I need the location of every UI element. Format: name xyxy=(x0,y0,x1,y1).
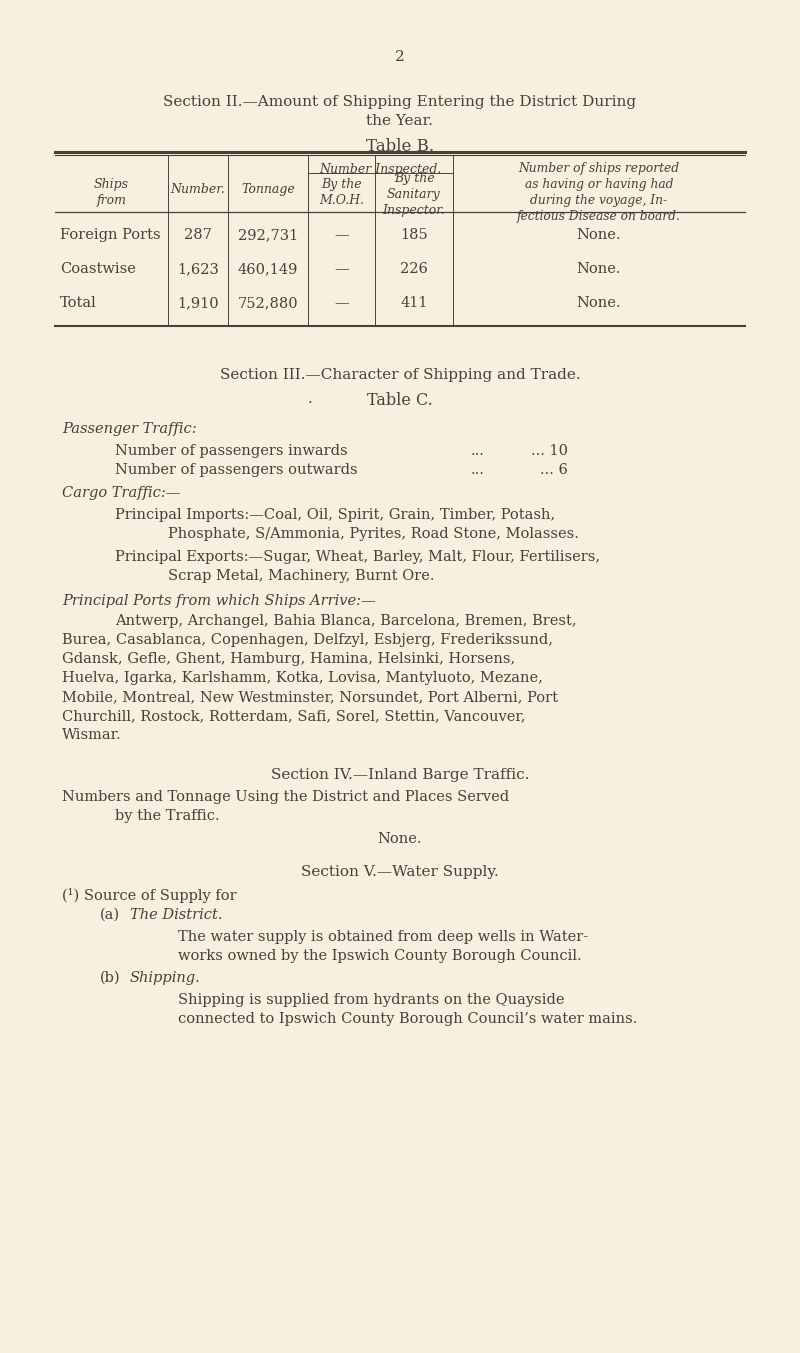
Text: Numbers and Tonnage Using the District and Places Served: Numbers and Tonnage Using the District a… xyxy=(62,790,509,804)
Text: Coastwise: Coastwise xyxy=(60,262,136,276)
Text: Table C.: Table C. xyxy=(367,392,433,409)
Text: 185: 185 xyxy=(400,229,428,242)
Text: —: — xyxy=(334,229,349,242)
Text: Foreign Ports: Foreign Ports xyxy=(60,229,161,242)
Text: Table B.: Table B. xyxy=(366,138,434,156)
Text: Churchill, Rostock, Rotterdam, Safi, Sorel, Stettin, Vancouver,: Churchill, Rostock, Rotterdam, Safi, Sor… xyxy=(62,709,526,723)
Text: ...: ... xyxy=(471,463,485,478)
Text: Principal Ports from which Ships Arrive:—: Principal Ports from which Ships Arrive:… xyxy=(62,594,376,607)
Text: Number of ships reported
as having or having had
during the voyage, In-
fectious: Number of ships reported as having or ha… xyxy=(517,162,681,223)
Text: Huelva, Igarka, Karlshamm, Kotka, Lovisa, Mantyluoto, Mezane,: Huelva, Igarka, Karlshamm, Kotka, Lovisa… xyxy=(62,671,543,685)
Text: Scrap Metal, Machinery, Burnt Ore.: Scrap Metal, Machinery, Burnt Ore. xyxy=(168,570,434,583)
Text: (b): (b) xyxy=(100,971,121,985)
Text: 1,623: 1,623 xyxy=(177,262,219,276)
Text: Shipping is supplied from hydrants on the Quayside: Shipping is supplied from hydrants on th… xyxy=(178,993,565,1007)
Text: Number.: Number. xyxy=(170,183,226,196)
Text: ... 10: ... 10 xyxy=(531,444,568,459)
Text: Section II.—Amount of Shipping Entering the District During: Section II.—Amount of Shipping Entering … xyxy=(163,95,637,110)
Text: Shipping.: Shipping. xyxy=(130,971,201,985)
Text: By the
Sanitary
Inspector.: By the Sanitary Inspector. xyxy=(382,172,446,216)
Text: Number of passengers outwards: Number of passengers outwards xyxy=(115,463,358,478)
Text: 411: 411 xyxy=(400,296,428,310)
Text: 226: 226 xyxy=(400,262,428,276)
Text: works owned by the Ipswich County Borough Council.: works owned by the Ipswich County Boroug… xyxy=(178,948,582,963)
Text: None.: None. xyxy=(577,229,622,242)
Text: 752,880: 752,880 xyxy=(238,296,298,310)
Text: Antwerp, Archangel, Bahia Blanca, Barcelona, Bremen, Brest,: Antwerp, Archangel, Bahia Blanca, Barcel… xyxy=(115,614,577,628)
Text: the Year.: the Year. xyxy=(366,114,434,129)
Text: Tonnage: Tonnage xyxy=(241,183,295,196)
Text: The District.: The District. xyxy=(130,908,222,921)
Text: 287: 287 xyxy=(184,229,212,242)
Text: .: . xyxy=(308,392,312,406)
Text: Cargo Traffic:—: Cargo Traffic:— xyxy=(62,486,180,501)
Text: by the Traffic.: by the Traffic. xyxy=(115,809,220,823)
Text: None.: None. xyxy=(577,262,622,276)
Text: Wismar.: Wismar. xyxy=(62,728,122,741)
Text: By the
M.O.H.: By the M.O.H. xyxy=(319,179,364,207)
Text: Gdansk, Gefle, Ghent, Hamburg, Hamina, Helsinki, Horsens,: Gdansk, Gefle, Ghent, Hamburg, Hamina, H… xyxy=(62,652,515,666)
Text: —: — xyxy=(334,296,349,310)
Text: 460,149: 460,149 xyxy=(238,262,298,276)
Text: ...: ... xyxy=(471,444,485,459)
Text: Passenger Traffic:: Passenger Traffic: xyxy=(62,422,197,436)
Text: (¹) Source of Supply for: (¹) Source of Supply for xyxy=(62,888,237,902)
Text: 292,731: 292,731 xyxy=(238,229,298,242)
Text: The water supply is obtained from deep wells in Water-: The water supply is obtained from deep w… xyxy=(178,930,588,944)
Text: Ships
from: Ships from xyxy=(94,179,129,207)
Text: Number of passengers inwards: Number of passengers inwards xyxy=(115,444,348,459)
Text: Phosphate, S/Ammonia, Pyrites, Road Stone, Molasses.: Phosphate, S/Ammonia, Pyrites, Road Ston… xyxy=(168,528,579,541)
Text: 1,910: 1,910 xyxy=(177,296,219,310)
Text: Principal Imports:—Coal, Oil, Spirit, Grain, Timber, Potash,: Principal Imports:—Coal, Oil, Spirit, Gr… xyxy=(115,507,555,522)
Text: None.: None. xyxy=(577,296,622,310)
Text: Mobile, Montreal, New Westminster, Norsundet, Port Alberni, Port: Mobile, Montreal, New Westminster, Norsu… xyxy=(62,690,558,704)
Text: 2: 2 xyxy=(395,50,405,64)
Text: Section III.—Character of Shipping and Trade.: Section III.—Character of Shipping and T… xyxy=(220,368,580,382)
Text: Burea, Casablanca, Copenhagen, Delfzyl, Esbjerg, Frederikssund,: Burea, Casablanca, Copenhagen, Delfzyl, … xyxy=(62,633,553,647)
Text: Number Inspected.: Number Inspected. xyxy=(319,162,442,176)
Text: Principal Exports:—Sugar, Wheat, Barley, Malt, Flour, Fertilisers,: Principal Exports:—Sugar, Wheat, Barley,… xyxy=(115,551,600,564)
Text: Section V.—Water Supply.: Section V.—Water Supply. xyxy=(301,865,499,879)
Text: ... 6: ... 6 xyxy=(540,463,568,478)
Text: Section IV.—Inland Barge Traffic.: Section IV.—Inland Barge Traffic. xyxy=(271,769,529,782)
Text: (a): (a) xyxy=(100,908,120,921)
Text: None.: None. xyxy=(378,832,422,846)
Text: connected to Ipswich County Borough Council’s water mains.: connected to Ipswich County Borough Coun… xyxy=(178,1012,638,1026)
Text: Total: Total xyxy=(60,296,97,310)
Text: —: — xyxy=(334,262,349,276)
